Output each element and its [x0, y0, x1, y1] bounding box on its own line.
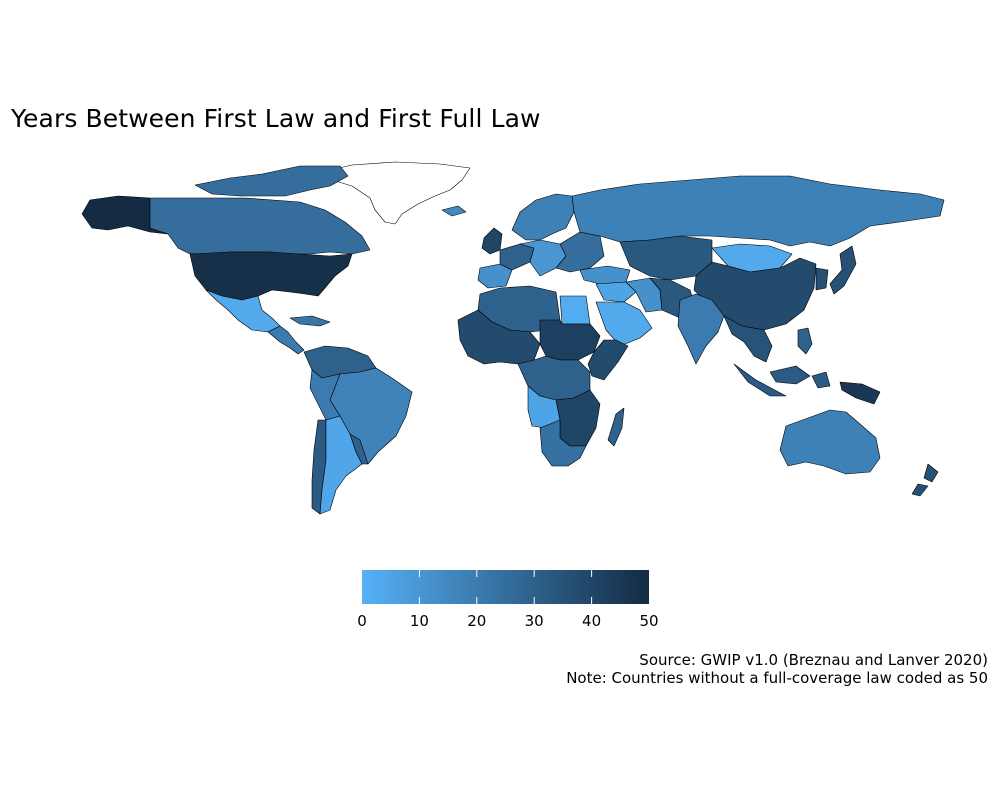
map-title: Years Between First Law and First Full L…	[11, 104, 541, 133]
region-southeast-asia	[723, 315, 773, 363]
region-korea-japan	[815, 245, 857, 295]
source-caption: Source: GWIP v1.0 (Breznau and Lanver 20…	[639, 651, 988, 669]
world-choropleth-map	[81, 161, 945, 515]
legend-color-bar	[362, 570, 649, 604]
region-egypt	[559, 295, 591, 325]
region-southern-africa	[539, 419, 587, 467]
legend-tick-label: 40	[582, 612, 602, 630]
region-kazakhstan-central-asia	[619, 235, 713, 281]
legend-tick-label: 20	[467, 612, 487, 630]
region-alaska	[81, 195, 169, 235]
region-horn-of-africa	[587, 339, 629, 381]
region-arctic-islands	[194, 165, 349, 197]
region-iceland	[441, 205, 467, 217]
region-uk-ireland	[481, 227, 503, 255]
region-australia	[779, 409, 881, 475]
region-canada	[149, 197, 371, 255]
region-greenland	[321, 161, 471, 225]
region-western-europe	[499, 243, 535, 271]
region-turkey-caucasus	[579, 265, 631, 285]
region-sahel-east	[539, 319, 601, 361]
region-argentina	[319, 415, 363, 515]
region-caribbean	[289, 315, 331, 327]
region-india	[677, 293, 725, 365]
region-madagascar	[607, 407, 625, 447]
note-caption: Note: Countries without a full-coverage …	[566, 669, 988, 687]
region-central-america	[267, 325, 305, 355]
region-russia	[571, 175, 945, 247]
region-indonesia	[733, 363, 831, 397]
region-middle-east	[595, 281, 637, 303]
legend-tick-label: 10	[409, 612, 429, 630]
region-philippines	[797, 327, 813, 355]
region-new-zealand	[911, 463, 939, 497]
legend-tick-label: 50	[639, 612, 659, 630]
region-arabia	[595, 301, 653, 347]
legend-tick-label: 30	[524, 612, 544, 630]
region-scandinavia	[511, 193, 575, 241]
region-uruguay-paraguay	[349, 433, 369, 465]
region-png	[839, 381, 881, 405]
legend-tick-label: 0	[357, 612, 367, 630]
